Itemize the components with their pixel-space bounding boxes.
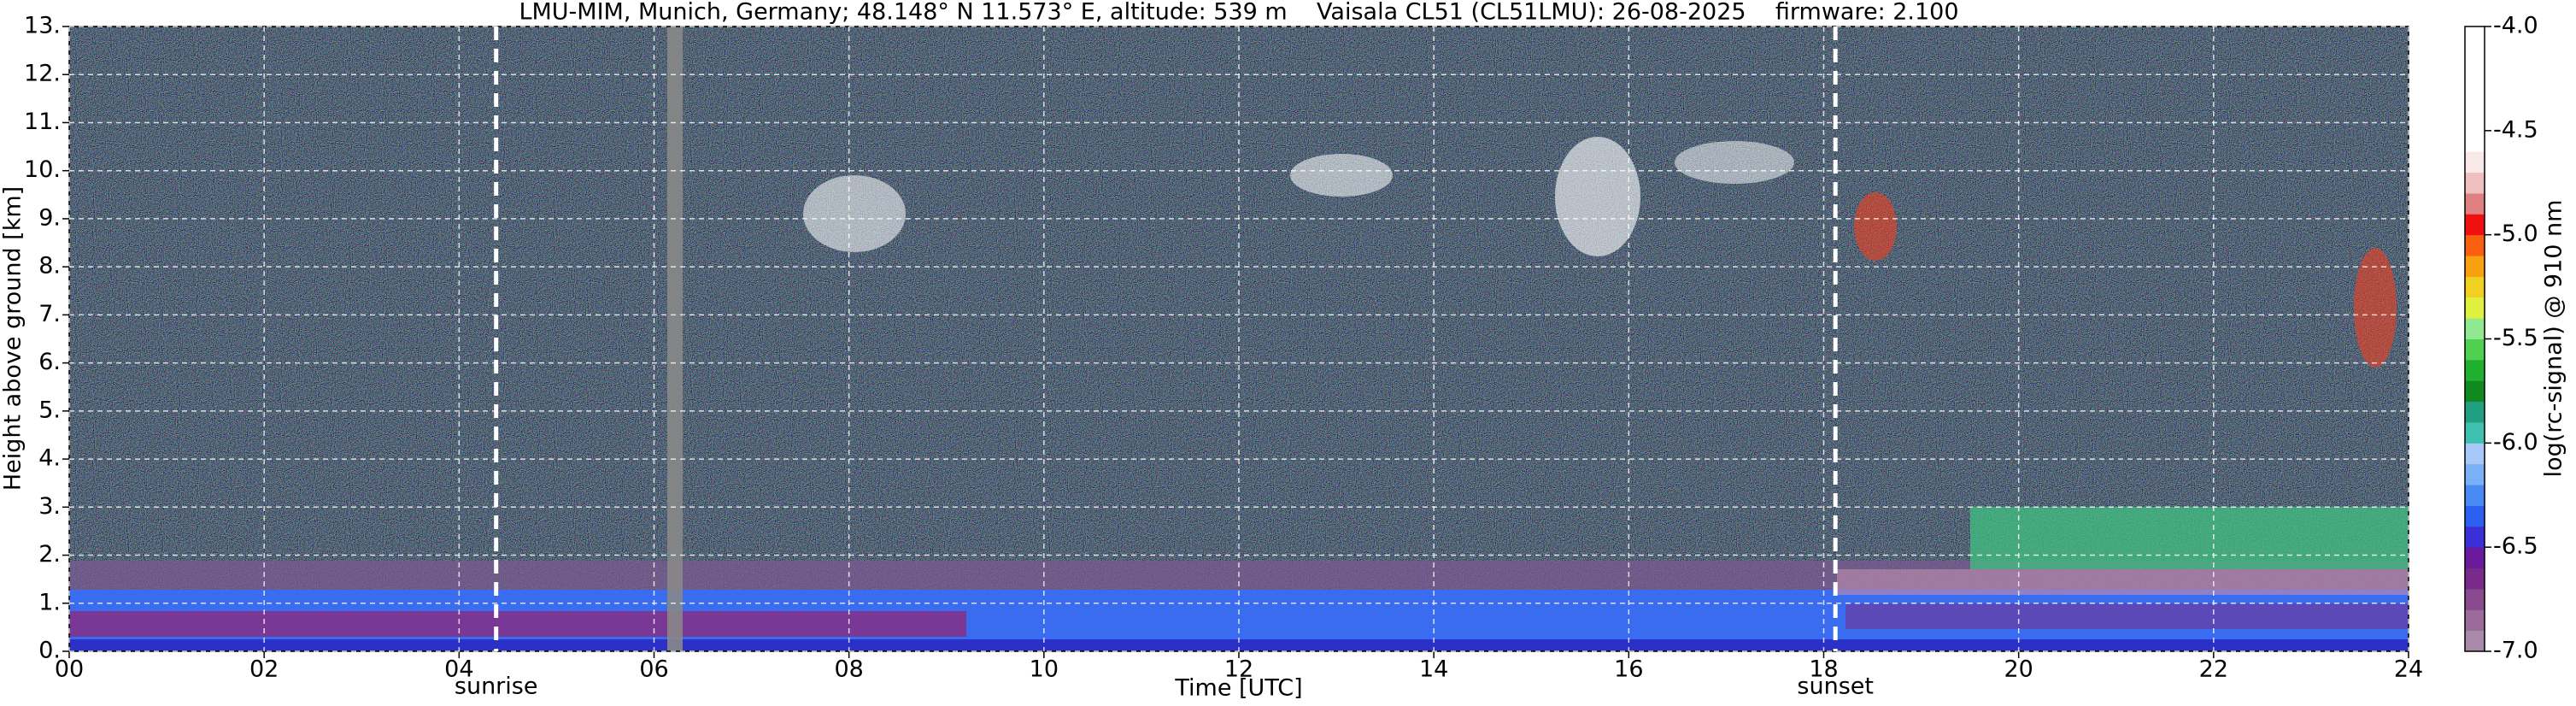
colorbar-swatch [2465,526,2485,548]
colorbar-label: log(rc-signal) @ 910 nm [2541,200,2567,478]
colorbar-swatch [2465,68,2485,90]
x-tick-label: 16 [1614,656,1643,683]
x-tick-label: 08 [834,656,863,683]
annotation-label: sunrise [455,674,538,700]
colorbar-swatch [2465,297,2485,319]
y-tick-label: 6. [38,349,61,375]
y-tick-label: 0. [38,638,61,664]
colorbar-swatch [2465,609,2485,632]
x-tick-label: 22 [2199,656,2228,683]
x-tick-label: 18 [1809,656,1838,683]
colorbar-swatch [2465,588,2485,610]
x-tick-label: 24 [2394,656,2423,683]
colorbar-swatch [2465,318,2485,339]
x-tick-label: 04 [444,656,473,683]
y-tick-label: 3. [38,493,61,520]
colorbar-tick-label: -4.0 [2493,13,2538,39]
y-tick-label: 2. [38,541,61,568]
colorbar-tick-label: -4.5 [2493,116,2538,143]
colorbar-tick-label: -6.5 [2493,533,2538,560]
y-tick-label: 12. [24,61,61,87]
colorbar-swatch [2465,380,2485,403]
x-tick-label: 06 [639,656,668,683]
colorbar-swatch [2465,130,2485,152]
colorbar-swatch [2465,505,2485,527]
colorbar-swatch [2465,401,2485,423]
colorbar-swatch [2465,89,2485,110]
x-axis-label: Time [UTC] [1174,675,1302,702]
colorbar-tick-label: -5.0 [2493,221,2538,247]
colorbar-swatch [2465,276,2485,298]
colorbar-swatch [2465,630,2485,652]
y-axis-label: Height above ground [km] [0,186,26,491]
x-tick-label: 12 [1224,656,1253,683]
x-tick-label: 20 [2004,656,2033,683]
colorbar-tick-label: -7.0 [2493,638,2538,664]
colorbar-swatch [2465,26,2485,48]
colorbar-swatch [2465,172,2485,194]
colorbar-swatch [2465,234,2485,256]
colorbar-swatch [2465,109,2485,132]
colorbar-swatch [2465,547,2485,569]
colorbar-swatch [2465,151,2485,174]
y-tick-label: 11. [24,109,61,135]
chart-title: LMU-MIM, Munich, Germany; 48.148° N 11.5… [519,0,1958,26]
colorbar-swatch [2465,568,2485,590]
colorbar-swatch [2465,256,2485,277]
y-tick-label: 10. [24,156,61,183]
x-tick-label: 14 [1419,656,1448,683]
y-tick-label: 13. [24,13,61,39]
colorbar-swatch [2465,47,2485,69]
colorbar-tick-label: -5.5 [2493,325,2538,351]
y-tick-label: 8. [38,253,61,279]
colorbar-swatch [2465,192,2485,215]
colorbar-tick-label: -6.0 [2493,429,2538,456]
colorbar-swatch [2465,485,2485,506]
y-tick-label: 1. [38,589,61,615]
colorbar-swatch [2465,214,2485,236]
x-tick-label: 02 [249,656,279,683]
y-tick-label: 5. [38,397,61,423]
x-tick-label: 10 [1030,656,1059,683]
y-tick-label: 7. [38,301,61,327]
colorbar-swatch [2465,359,2485,381]
x-tick-label: 00 [55,656,84,683]
annotation-label: sunset [1797,674,1874,700]
colorbar-swatch [2465,443,2485,465]
colorbar-swatch [2465,463,2485,485]
y-tick-label: 4. [38,445,61,472]
colorbar-swatch [2465,338,2485,361]
y-tick-label: 9. [38,204,61,231]
colorbar-swatch [2465,421,2485,444]
